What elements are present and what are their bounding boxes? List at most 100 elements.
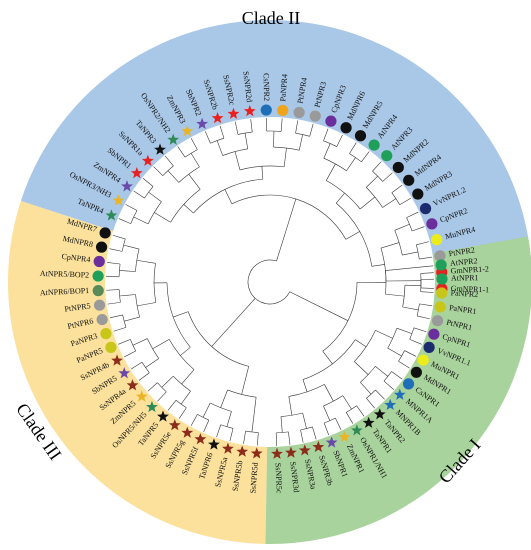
leaf-star-ssnpr5d <box>250 447 263 459</box>
branch <box>183 204 194 214</box>
branch-arc <box>324 417 336 424</box>
leaf-label-ptnpr4: PtNPR4 <box>296 77 309 104</box>
leaf-circle-mdnpr4 <box>403 174 415 186</box>
branch <box>346 157 356 171</box>
leaf-circle-cpnpr2 <box>426 218 438 230</box>
branch <box>107 302 121 305</box>
branch <box>355 339 367 348</box>
branch <box>138 372 150 381</box>
leaf-label-atnpr6-bop1: AtNPR6/BOP1 <box>40 286 90 297</box>
leaf-label-atnpr1: AtNPR1 <box>451 273 479 282</box>
tree-branches <box>106 118 434 446</box>
leaf-star-ssnpr5f <box>194 433 207 445</box>
branch <box>419 256 433 260</box>
branch <box>220 389 228 408</box>
branch <box>354 361 369 375</box>
branch <box>203 419 210 433</box>
branch <box>234 151 241 171</box>
leaf-circle-ptnpr3 <box>309 110 321 122</box>
branch <box>280 118 283 132</box>
leaf-star-ssnpr3a <box>298 444 311 456</box>
leaf-star-ssnpr2c <box>227 107 240 119</box>
leaf-circle-atnpr1 <box>436 273 448 285</box>
branch <box>356 405 365 417</box>
branch <box>152 339 170 350</box>
leaf-circle-ptnpr1 <box>431 315 444 327</box>
leaf-label-cpnpr4: CpNPR4 <box>61 252 91 264</box>
leaf-label-ssnpr2d: SsNPR2d <box>241 71 254 103</box>
branch <box>261 166 264 180</box>
branch <box>323 405 331 421</box>
leaf-circle-mdnpr3 <box>412 188 424 200</box>
branch <box>288 431 291 445</box>
branch <box>346 412 354 424</box>
branch <box>275 432 277 446</box>
branch <box>119 270 136 272</box>
leaf-markers <box>92 104 448 459</box>
branch <box>382 198 397 208</box>
branch <box>345 231 360 240</box>
branch-arc <box>416 244 420 260</box>
branch <box>387 347 402 357</box>
branch <box>324 384 334 402</box>
branch-arc <box>385 270 387 295</box>
leaf-circle-cpnpr3 <box>325 115 337 127</box>
leaf-circle-panpr4 <box>277 104 289 117</box>
branch-arc <box>147 201 162 225</box>
branch <box>359 196 376 210</box>
branch <box>226 411 232 427</box>
branch <box>243 430 246 444</box>
branch-arc <box>323 140 337 147</box>
branch <box>229 428 234 442</box>
clade-stem <box>276 198 297 262</box>
branch <box>133 216 149 225</box>
branch-arc <box>231 194 347 240</box>
leaf-star-ssnpr2d <box>243 104 256 117</box>
branch <box>125 204 138 211</box>
leaf-star-ssnpr3d <box>285 446 297 458</box>
leaf-circle-panpr1 <box>434 301 446 313</box>
branch <box>419 303 433 307</box>
branch-arc <box>406 217 413 232</box>
leaf-star-zmnpr5 <box>135 390 148 402</box>
leaf-star-ssnpr5b <box>236 445 249 457</box>
leaf-star-tanpr6 <box>208 438 220 450</box>
leaf-star-ssnpr5e <box>168 419 181 431</box>
leaf-star-ssnpr4a <box>126 379 139 391</box>
branch <box>241 366 250 395</box>
branch <box>375 389 385 400</box>
branch <box>148 191 162 202</box>
leaf-circle-atnpr5-bop2 <box>92 270 104 282</box>
branch <box>234 121 239 135</box>
leaf-star-osnpr2-nh2 <box>167 133 180 145</box>
leaf-star-tanpr1 <box>362 416 375 428</box>
leaf-star-osnpr1-nh1 <box>350 424 363 436</box>
leaf-star-mnpr1b <box>384 398 397 411</box>
branch-arc <box>222 148 248 156</box>
leaf-circle-mdnpr7 <box>99 227 111 239</box>
leaf-label-ptnpr5: PtNPR5 <box>64 301 91 313</box>
branch <box>204 131 211 144</box>
leaf-star-tanpr4 <box>105 209 118 221</box>
leaf-star-ssnpr1a <box>141 154 154 166</box>
branch <box>118 218 131 224</box>
branch <box>164 155 174 167</box>
branch <box>394 223 410 231</box>
branch <box>251 397 257 432</box>
branch-arc <box>302 339 356 380</box>
leaf-star-ssnpr3b <box>312 440 325 453</box>
clade-1-sector <box>265 236 531 544</box>
leaf-circle-ptnpr5 <box>93 299 106 311</box>
leaf-circle-cpnpr4 <box>93 255 105 268</box>
leaf-star-sbnpr2 <box>196 117 208 129</box>
branch <box>124 316 140 322</box>
branch <box>420 291 434 293</box>
branch <box>250 119 253 133</box>
branch <box>107 262 121 265</box>
branch <box>322 350 333 365</box>
branch-arc <box>394 230 403 256</box>
branch <box>113 327 127 332</box>
branch <box>302 412 307 429</box>
